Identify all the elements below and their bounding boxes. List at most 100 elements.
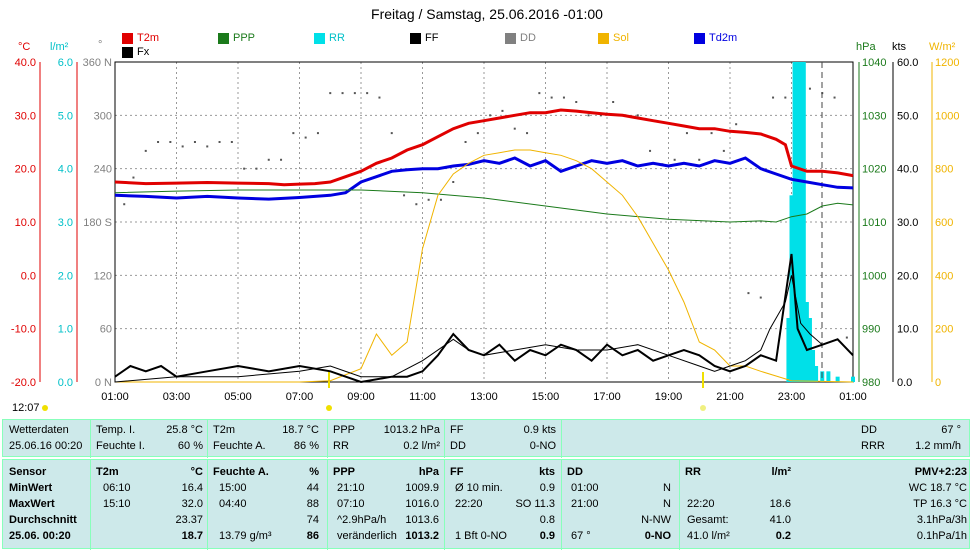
stats-t2m-value: 23.37 — [175, 514, 203, 526]
ppp-tick-label: 1040 — [862, 57, 886, 69]
legend-label: RR — [329, 32, 345, 44]
stats-fa-head: Feuchte A. — [213, 466, 269, 478]
dd-point — [181, 145, 184, 148]
legend-label: DD — [520, 32, 536, 44]
ff-tick-label: 60.0 — [897, 57, 918, 69]
dd-point — [513, 127, 516, 130]
x-tick-label: 03:00 — [163, 391, 191, 403]
dd-tick-label: 180 S — [83, 217, 112, 229]
dd-point — [476, 132, 479, 135]
stats-fa-time: 15:00 — [219, 482, 247, 494]
dd-point — [710, 132, 713, 135]
rr-bar — [795, 62, 800, 382]
ff-tick-label: 0.0 — [897, 377, 912, 389]
sunrise-icon — [326, 405, 332, 411]
x-tick-label: 13:00 — [470, 391, 498, 403]
stats-ff-value: SO 11.3 — [515, 498, 555, 510]
datetime-label: 25.06.16 00:20 — [9, 440, 83, 452]
rr-value: 0.2 l/m² — [403, 440, 440, 452]
rr-bar — [804, 302, 809, 382]
ppp-tick-label: 980 — [862, 377, 880, 389]
dd-point — [390, 132, 393, 135]
stats-dd-time: 67 ° — [571, 530, 591, 542]
dd-point — [280, 158, 283, 161]
stats-rr-value: 0.2 — [775, 530, 791, 542]
ppp-label: PPP — [333, 424, 356, 436]
temp-tick-label: 10.0 — [15, 217, 36, 229]
stats-divider — [207, 460, 208, 550]
stats-ppp-time: veränderlich — [337, 530, 397, 542]
dd-tick-label: 120 — [94, 270, 112, 282]
stats-ff-value: 0.9 — [539, 482, 555, 494]
x-tick-label: 17:00 — [593, 391, 621, 403]
series-line-fx — [114, 275, 854, 383]
ff-tick-label: 30.0 — [897, 217, 918, 229]
stats-t2m-time: 15:10 — [103, 498, 131, 510]
x-tick-label: 09:00 — [347, 391, 375, 403]
x-tick-label: 11:00 — [409, 391, 436, 403]
feuchte-a-value: 86 % — [293, 440, 319, 452]
stats-ppp-time: 21:10 — [337, 482, 365, 494]
stats-t2m-value: 16.4 — [181, 482, 203, 494]
dd-point — [255, 167, 258, 170]
ppp-tick-label: 990 — [862, 324, 880, 336]
legend-swatch — [218, 32, 229, 44]
ff-value: 0.9 kts — [523, 424, 556, 436]
dd-point — [673, 158, 676, 161]
stats-rr-time: Gesamt: — [687, 514, 729, 526]
dd-point — [243, 167, 246, 170]
sol-tick-label: 800 — [935, 164, 953, 176]
rr-bar — [792, 62, 797, 382]
sol-tick-label: 600 — [935, 217, 953, 229]
stats-pmv-head: PMV+2:23 — [914, 466, 967, 478]
temp-tick-label: 30.0 — [15, 110, 36, 122]
stats-sensor-label: MinWert — [9, 482, 53, 494]
legend-item-fx: Fx — [122, 46, 149, 58]
stats-fa-unit: % — [309, 466, 319, 478]
stats-ff-head: FF — [450, 466, 464, 478]
rr-tick-label: 2.0 — [58, 270, 73, 282]
legend-item-t2m: T2m — [122, 32, 159, 44]
stats-fa-time: 04:40 — [219, 498, 247, 510]
dd-point — [415, 203, 418, 206]
stats-dd-head: DD — [567, 466, 583, 478]
legend-label: FF — [425, 32, 439, 44]
rr-bar — [814, 366, 819, 382]
sun-icon — [42, 405, 48, 411]
stats-rr-time: 41.0 l/m² — [687, 530, 730, 542]
dd-point — [329, 92, 332, 95]
stats-ppp-value: 1009.9 — [405, 482, 439, 494]
t2m-value: 18.7 °C — [282, 424, 319, 436]
stats-ff-time: 1 Bft 0-NO — [455, 530, 507, 542]
dd-point — [550, 96, 553, 99]
stats-sensor-label: Sensor — [9, 466, 47, 478]
series-line-td2m — [114, 156, 854, 201]
dd-point — [132, 176, 135, 179]
x-tick-label: 05:00 — [224, 391, 252, 403]
feuchte-a-label: Feuchte A. — [213, 440, 266, 452]
stats-t2m-time: 06:10 — [103, 482, 131, 494]
stats-fa-value: 88 — [306, 498, 319, 510]
rr-tick-label: 6.0 — [58, 57, 73, 69]
stats-divider — [327, 460, 328, 550]
current-data-panel: Wetterdaten 25.06.16 00:20 Temp. I. 25.8… — [2, 419, 970, 458]
stats-ppp-value: 1013.6 — [405, 514, 439, 526]
feuchte-i-label: Feuchte I. — [96, 440, 145, 452]
dd-point — [267, 158, 270, 161]
stats-fa-value: 86 — [306, 530, 319, 542]
stats-rr-head: RR — [685, 466, 701, 478]
stats-ff-time: Ø 10 min. — [455, 482, 503, 494]
legend-item-rr: RR — [314, 32, 345, 44]
dd-point — [292, 132, 295, 135]
legend-item-ff: FF — [410, 32, 438, 44]
sunrise-time: 12:07 — [12, 402, 40, 414]
rr-tick-label: 4.0 — [58, 164, 73, 176]
dd-point — [772, 96, 775, 99]
stats-rr-value: 41.0 — [769, 514, 791, 526]
dd-point — [636, 114, 639, 117]
dd-point — [526, 132, 529, 135]
x-tick-label: 01:00 — [839, 391, 867, 403]
legend-label: Sol — [613, 32, 629, 44]
stats-rr-time: 22:20 — [687, 498, 715, 510]
stats-ff-time: 22:20 — [455, 498, 483, 510]
